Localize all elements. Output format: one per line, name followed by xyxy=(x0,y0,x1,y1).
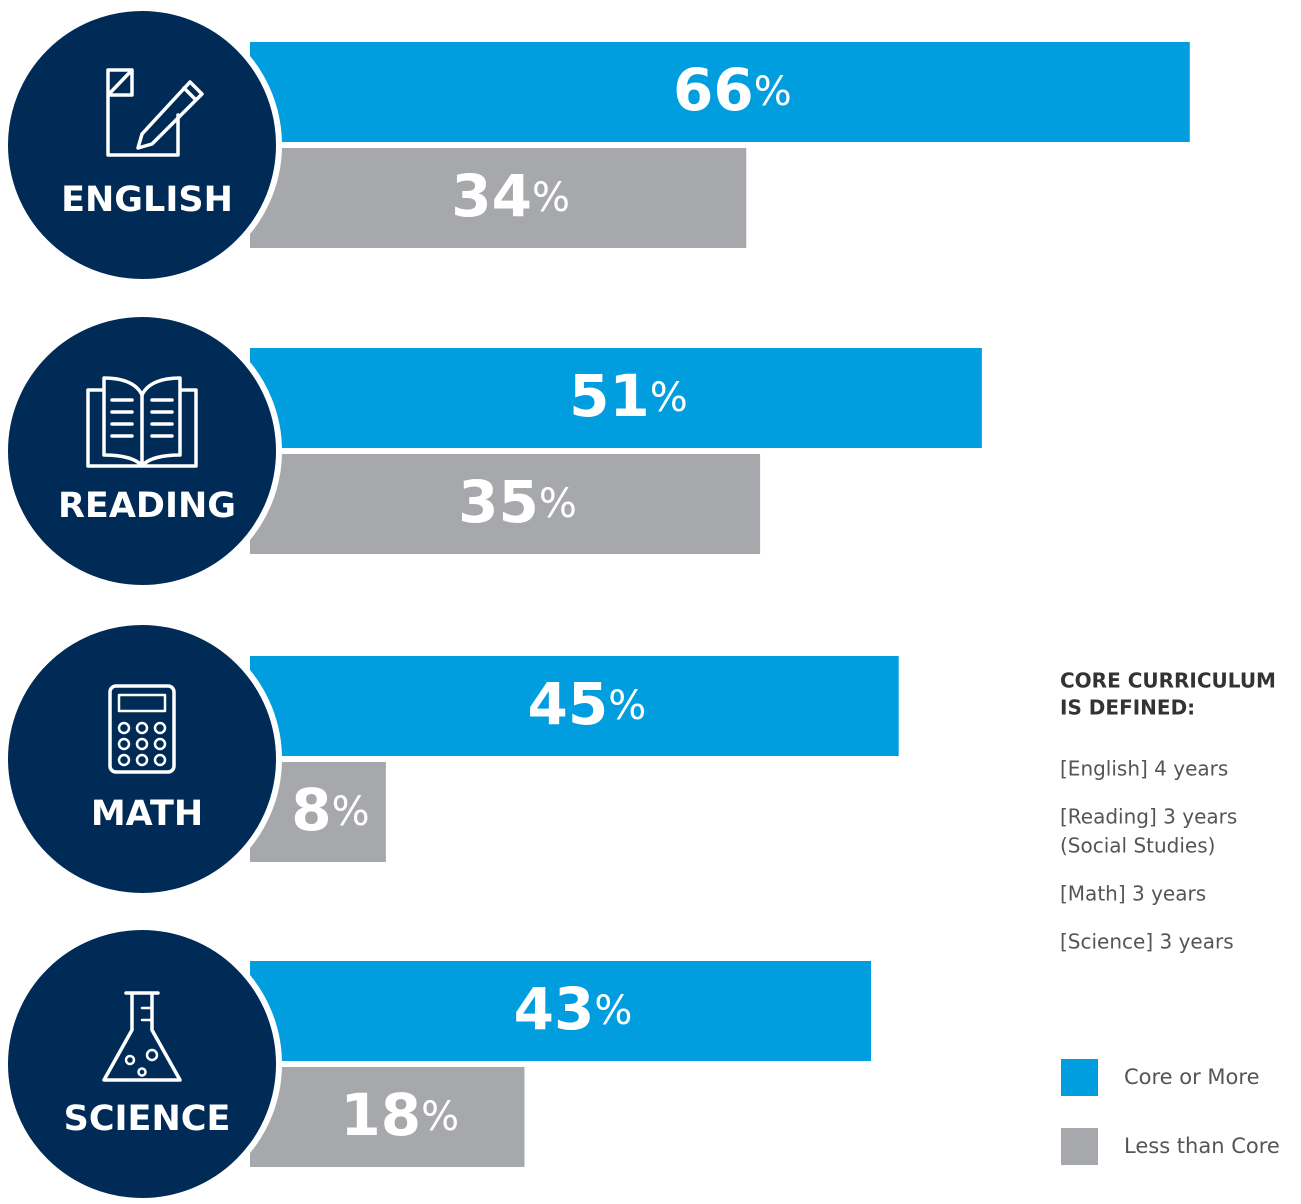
bar xyxy=(250,148,747,248)
category-circle xyxy=(2,619,282,899)
category-label: SCIENCE xyxy=(64,1099,231,1139)
value-number: 51 xyxy=(569,362,650,430)
book xyxy=(86,376,198,468)
side-note: CORE CURRICULUM IS DEFINED: [English] 4 ye… xyxy=(1060,669,1280,1165)
category-label: READING xyxy=(58,486,236,526)
value-number: 66 xyxy=(673,56,754,124)
note-item: [Science] 3 years xyxy=(1060,930,1234,954)
paper xyxy=(106,68,180,157)
category-circle xyxy=(2,924,282,1204)
value-unit: % xyxy=(532,175,570,221)
legend-label: Less than Core xyxy=(1124,1134,1280,1158)
calc-body xyxy=(108,684,176,774)
legend-label: Core or More xyxy=(1124,1065,1260,1089)
value-unit: % xyxy=(539,481,577,527)
bar xyxy=(250,42,1190,142)
icon-flask xyxy=(102,991,182,1082)
category-label: MATH xyxy=(91,794,203,834)
bar xyxy=(250,454,761,554)
category-circle xyxy=(2,5,282,285)
legend-swatch xyxy=(1061,1059,1098,1096)
value-unit: % xyxy=(594,988,632,1034)
value-label: 66% xyxy=(673,56,792,124)
bars: 66%34%51%35%45%8%43%18% xyxy=(250,42,1190,1167)
value-label: 45% xyxy=(527,670,646,738)
icon-book xyxy=(86,376,198,468)
value-label: 43% xyxy=(514,975,633,1043)
bar xyxy=(250,961,871,1061)
value-unit: % xyxy=(650,375,688,421)
value-number: 18 xyxy=(340,1081,421,1149)
value-label: 18% xyxy=(340,1081,459,1149)
value-label: 34% xyxy=(451,162,570,230)
icon-paper xyxy=(106,68,204,157)
value-unit: % xyxy=(608,683,646,729)
legend-swatch xyxy=(1061,1128,1098,1165)
value-unit: % xyxy=(421,1094,459,1140)
pencil xyxy=(136,80,204,150)
value-label: 35% xyxy=(458,468,577,536)
value-label: 8% xyxy=(291,776,369,844)
icons xyxy=(86,68,204,1082)
note-item: (Social Studies) xyxy=(1060,834,1215,858)
category-label: ENGLISH xyxy=(61,180,233,220)
circles: ENGLISH READING MATH SCIENCE xyxy=(2,5,282,1204)
note-title: CORE CURRICULUM xyxy=(1060,669,1276,693)
note-item: [Math] 3 years xyxy=(1060,882,1206,906)
value-number: 34 xyxy=(451,162,532,230)
icon-calculator xyxy=(108,684,176,774)
flask-marks xyxy=(140,1006,154,1022)
value-number: 43 xyxy=(514,975,595,1043)
note-item: [English] 4 years xyxy=(1060,757,1228,781)
book-lines xyxy=(110,398,174,438)
value-unit: % xyxy=(332,789,370,835)
value-label: 51% xyxy=(569,362,688,430)
bubbles xyxy=(124,1048,159,1077)
value-number: 35 xyxy=(458,468,539,536)
value-number: 45 xyxy=(527,670,608,738)
flask xyxy=(102,991,182,1082)
note-title: IS DEFINED: xyxy=(1060,696,1195,720)
calc-screen xyxy=(117,693,167,713)
value-unit: % xyxy=(754,69,792,115)
bar xyxy=(250,348,982,448)
bar xyxy=(250,656,899,756)
value-number: 8 xyxy=(291,776,331,844)
bar xyxy=(250,1067,525,1167)
note-item: [Reading] 3 years xyxy=(1060,805,1237,829)
calc-keys xyxy=(117,721,167,767)
